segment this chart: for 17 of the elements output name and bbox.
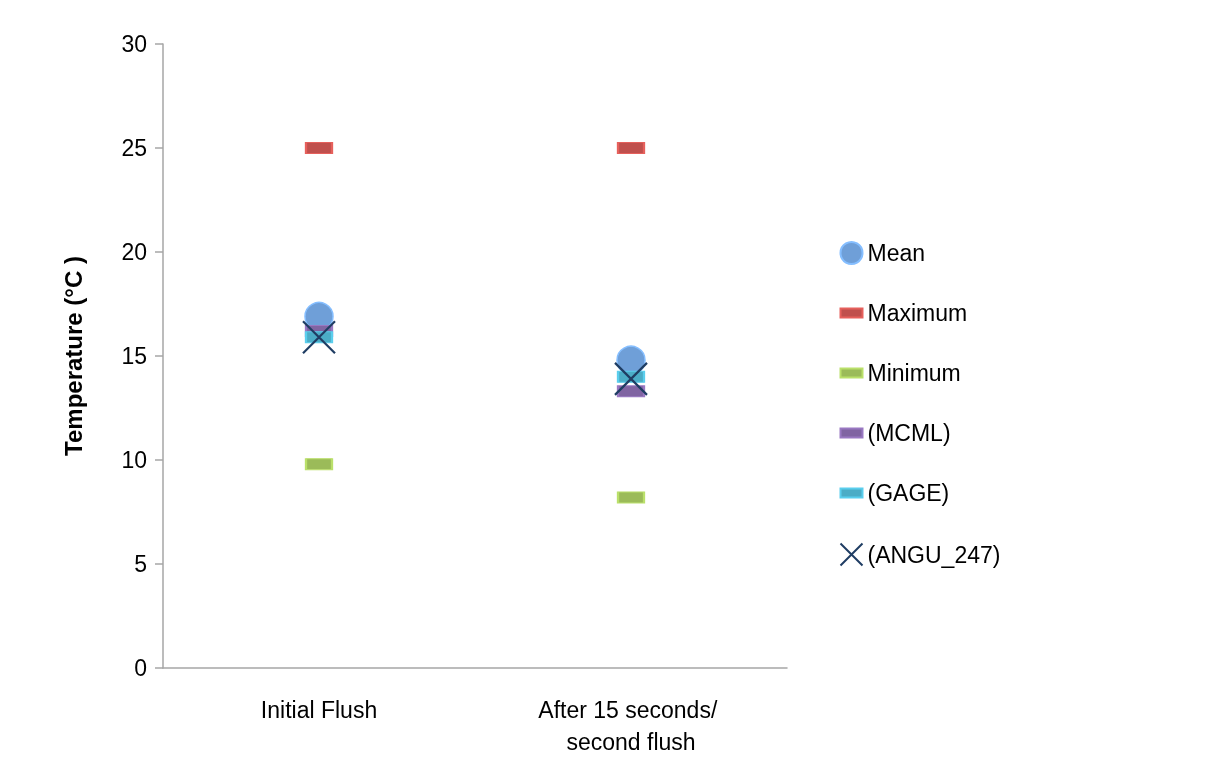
legend-label: Mean xyxy=(867,240,926,266)
legend-label: (MCML) xyxy=(867,420,951,446)
y-tick-label: 15 xyxy=(121,343,147,369)
y-tick-label: 30 xyxy=(121,31,147,57)
y-tick-label: 10 xyxy=(121,447,147,473)
x-tick-label: After 15 seconds/ second flush xyxy=(538,697,724,755)
legend-label: Minimum xyxy=(867,360,961,386)
y-tick-label: 20 xyxy=(121,239,147,265)
legend-label: Maximum xyxy=(867,300,968,326)
y-axis-title: Temperature (°C ) xyxy=(59,256,87,456)
legend-label: (ANGU_247) xyxy=(867,541,1001,568)
point xyxy=(613,361,649,396)
x-tick-label: Initial Flush xyxy=(260,697,378,723)
y-tick-label: 0 xyxy=(134,655,147,681)
y-tick-label: 25 xyxy=(121,135,147,161)
legend-label: (GAGE) xyxy=(867,480,950,506)
y-tick-label: 5 xyxy=(134,551,147,577)
